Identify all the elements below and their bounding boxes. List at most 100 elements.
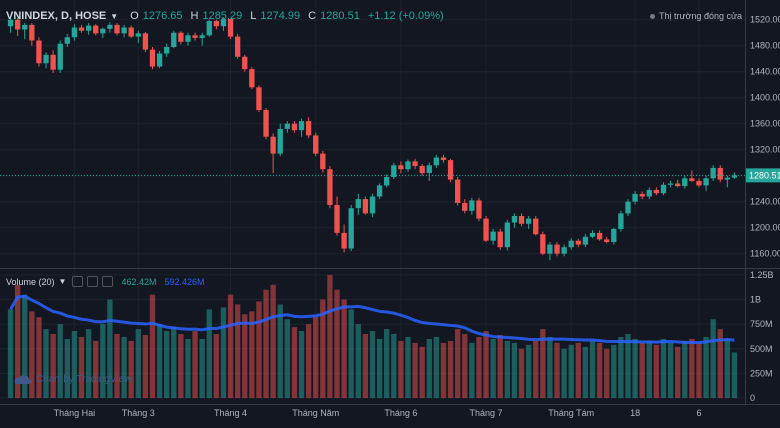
candle-body (589, 232, 596, 237)
candle-body (575, 240, 581, 245)
candle-body (171, 32, 177, 47)
volume-bar (334, 289, 340, 398)
volume-bar (632, 338, 638, 398)
candle-body (107, 24, 113, 29)
candle-body (93, 25, 99, 34)
candle-body (710, 167, 716, 179)
candle-body (525, 218, 532, 224)
time-tick-label: Tháng 3 (122, 408, 155, 418)
candle-body (22, 24, 28, 30)
candle-body (234, 36, 241, 57)
close-icon[interactable] (102, 276, 114, 287)
status-dot-icon (650, 14, 655, 20)
volume-bar (426, 338, 432, 398)
volume-bar (43, 329, 49, 398)
volume-bar (199, 338, 205, 398)
candle-body (667, 183, 674, 185)
candle-body (568, 240, 574, 248)
candle-body (490, 231, 496, 241)
candle-body (298, 121, 305, 131)
price-tick-label: 1200.00 (750, 223, 780, 233)
candle-body (405, 161, 411, 170)
candle-body (249, 69, 255, 88)
volume-bar (525, 344, 532, 398)
volume-bar (533, 340, 539, 398)
candle-body (277, 128, 283, 154)
candle-body (142, 33, 149, 50)
volume-bar (100, 324, 106, 398)
volume-bar (22, 294, 28, 398)
volume-bar (213, 334, 220, 398)
volume-tick-label: 1B (750, 295, 761, 305)
candle-body (355, 199, 361, 209)
candle-body (164, 47, 170, 54)
candle-body (362, 199, 369, 214)
volume-bar (440, 342, 447, 398)
candle-body (696, 180, 702, 186)
candle-body (660, 184, 667, 194)
candle-body (341, 232, 347, 249)
volume-bar (220, 307, 227, 398)
volume-bar (178, 334, 184, 398)
settings-icon[interactable] (87, 276, 99, 287)
open-value: 1276.65 (142, 10, 183, 22)
candle-body (43, 54, 49, 64)
volume-bar (7, 309, 14, 398)
close-value: 1280.51 (320, 10, 360, 22)
volume-bar (547, 336, 553, 398)
candle-body (192, 35, 198, 38)
symbol-label[interactable]: VNINDEX, D, HOSE (6, 10, 107, 22)
market-status: Thị trường đóng cửa (650, 11, 742, 21)
volume-bar (78, 336, 85, 398)
candle-body (497, 231, 503, 248)
volume-bar (313, 317, 319, 398)
volume-ma-value: 592.426M (164, 276, 205, 287)
volume-bar (511, 342, 518, 398)
candle-body (596, 232, 603, 240)
volume-bar (675, 346, 681, 398)
candle-body (213, 21, 220, 27)
candle-body (270, 136, 276, 154)
candle-body (305, 121, 312, 136)
candle-body (128, 27, 134, 37)
volume-bar (611, 344, 617, 398)
volume-bar (227, 294, 234, 398)
visibility-toggle-icon[interactable] (72, 276, 84, 287)
candle-body (440, 157, 447, 161)
volume-bar (128, 340, 134, 398)
volume-bar (469, 342, 475, 398)
volume-label[interactable]: Volume (20) (6, 276, 55, 287)
candle-body (7, 19, 14, 27)
candle-body (199, 35, 205, 38)
volume-bar (57, 324, 63, 398)
candle-body (547, 244, 553, 254)
high-label: H (190, 10, 199, 22)
volume-bar (14, 284, 21, 398)
candle-body (462, 203, 468, 211)
volume-bar (107, 299, 113, 398)
time-tick-label: 6 (696, 408, 701, 418)
volume-tick-label: 750M (750, 319, 773, 329)
volume-bar (171, 327, 177, 398)
candle-body (391, 165, 397, 177)
candle-body (433, 157, 440, 166)
candle-body (412, 161, 418, 166)
volume-bar (419, 346, 425, 398)
volume-bar (36, 317, 42, 398)
chevron-down-icon[interactable]: ▼ (110, 11, 119, 21)
candle-body (242, 56, 248, 70)
volume-bar (568, 344, 574, 398)
volume-bar (114, 334, 120, 398)
volume-bar (682, 340, 688, 398)
candle-body (64, 37, 70, 44)
chevron-down-icon[interactable]: ▼ (58, 277, 67, 286)
volume-bar (575, 342, 581, 398)
last-price-label: 1280.51 (749, 170, 780, 180)
tradingview-watermark[interactable]: Chart by TradingView (14, 373, 131, 385)
candle-body (57, 43, 63, 70)
cloud-icon (14, 375, 32, 384)
volume-bar (490, 338, 496, 398)
volume-bar (717, 329, 723, 398)
